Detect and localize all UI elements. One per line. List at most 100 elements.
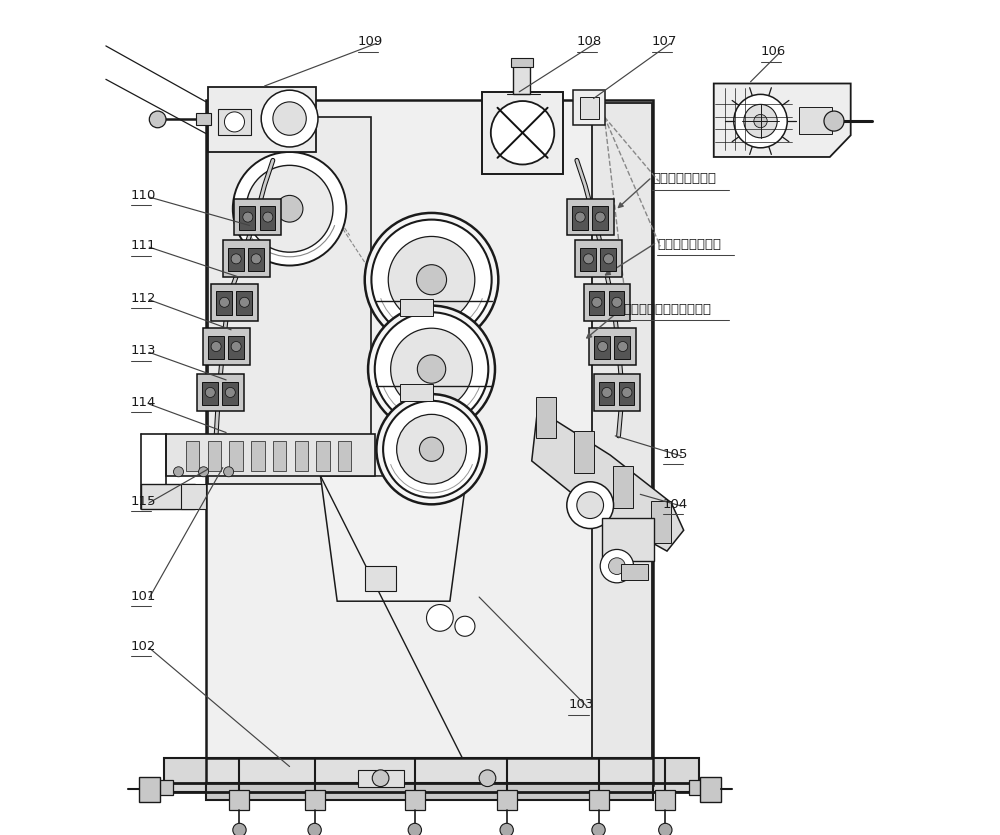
- Text: 105: 105: [663, 448, 688, 461]
- Circle shape: [261, 90, 318, 147]
- Bar: [248, 248, 264, 271]
- Bar: [223, 240, 270, 277]
- Circle shape: [243, 212, 253, 222]
- Bar: [316, 441, 330, 471]
- Text: 112: 112: [131, 291, 156, 305]
- Bar: [609, 291, 624, 315]
- Circle shape: [372, 770, 389, 787]
- Bar: [358, 770, 404, 787]
- Circle shape: [416, 265, 447, 295]
- Circle shape: [233, 152, 346, 266]
- Circle shape: [371, 220, 492, 340]
- Bar: [614, 336, 630, 359]
- Circle shape: [659, 823, 672, 835]
- Bar: [295, 441, 308, 471]
- Bar: [203, 328, 250, 365]
- Bar: [197, 374, 244, 411]
- Bar: [594, 336, 610, 359]
- Circle shape: [609, 558, 625, 574]
- Circle shape: [397, 414, 466, 484]
- Circle shape: [575, 212, 585, 222]
- Circle shape: [368, 306, 495, 433]
- Bar: [592, 103, 652, 758]
- Text: 114: 114: [131, 396, 156, 409]
- Circle shape: [231, 342, 241, 352]
- Circle shape: [239, 297, 250, 307]
- Circle shape: [612, 297, 622, 307]
- Text: 110: 110: [131, 189, 156, 202]
- Bar: [211, 284, 258, 321]
- Bar: [228, 336, 244, 359]
- Bar: [208, 441, 221, 471]
- Circle shape: [427, 605, 453, 631]
- Bar: [251, 441, 265, 471]
- Text: 转移胶辗走膜方式: 转移胶辗走膜方式: [657, 237, 721, 250]
- Bar: [799, 107, 832, 134]
- Circle shape: [174, 467, 184, 477]
- Bar: [228, 248, 244, 271]
- Circle shape: [598, 342, 608, 352]
- Bar: [689, 780, 704, 795]
- Circle shape: [595, 212, 605, 222]
- Bar: [580, 97, 599, 119]
- Bar: [273, 441, 286, 471]
- Text: 113: 113: [131, 344, 156, 357]
- Text: 107: 107: [652, 35, 677, 48]
- Bar: [405, 790, 425, 810]
- Circle shape: [824, 111, 844, 131]
- Bar: [206, 758, 653, 785]
- Bar: [600, 248, 616, 271]
- Circle shape: [754, 114, 767, 128]
- Text: 103: 103: [568, 698, 594, 711]
- Circle shape: [622, 387, 632, 397]
- Bar: [239, 206, 255, 230]
- Text: 可调气缸过渡辗走膜方式: 可调气缸过渡辗走膜方式: [624, 302, 712, 316]
- Circle shape: [500, 823, 513, 835]
- Circle shape: [388, 236, 475, 323]
- Bar: [158, 780, 173, 795]
- Bar: [536, 397, 556, 438]
- Circle shape: [734, 94, 787, 148]
- Text: 111: 111: [131, 239, 156, 252]
- Circle shape: [419, 438, 444, 461]
- Circle shape: [211, 342, 221, 352]
- Circle shape: [604, 254, 614, 264]
- Polygon shape: [320, 476, 467, 601]
- Bar: [208, 87, 316, 152]
- Circle shape: [224, 467, 234, 477]
- Circle shape: [744, 104, 777, 138]
- Polygon shape: [714, 84, 851, 157]
- Circle shape: [263, 212, 273, 222]
- Circle shape: [231, 254, 241, 264]
- Circle shape: [592, 297, 602, 307]
- Bar: [589, 291, 604, 315]
- Bar: [511, 58, 533, 67]
- Text: 转移钔辗走膜方式: 转移钔辗走膜方式: [652, 172, 716, 185]
- Circle shape: [219, 297, 229, 307]
- Bar: [196, 113, 211, 125]
- Circle shape: [233, 823, 246, 835]
- Circle shape: [246, 165, 333, 252]
- Circle shape: [376, 394, 487, 504]
- Circle shape: [251, 254, 261, 264]
- Bar: [400, 384, 433, 401]
- Bar: [222, 382, 238, 405]
- Bar: [482, 92, 563, 174]
- Bar: [589, 328, 636, 365]
- Circle shape: [455, 616, 475, 636]
- Bar: [234, 199, 281, 235]
- Bar: [338, 441, 351, 471]
- Text: 108: 108: [577, 35, 602, 48]
- Circle shape: [479, 770, 496, 787]
- Bar: [567, 199, 614, 235]
- Bar: [497, 790, 517, 810]
- Circle shape: [417, 355, 446, 383]
- Circle shape: [600, 549, 634, 583]
- Bar: [613, 466, 633, 508]
- Bar: [305, 790, 325, 810]
- Text: 101: 101: [131, 590, 156, 603]
- Bar: [575, 240, 622, 277]
- Circle shape: [308, 823, 321, 835]
- Bar: [594, 374, 640, 411]
- Circle shape: [225, 387, 235, 397]
